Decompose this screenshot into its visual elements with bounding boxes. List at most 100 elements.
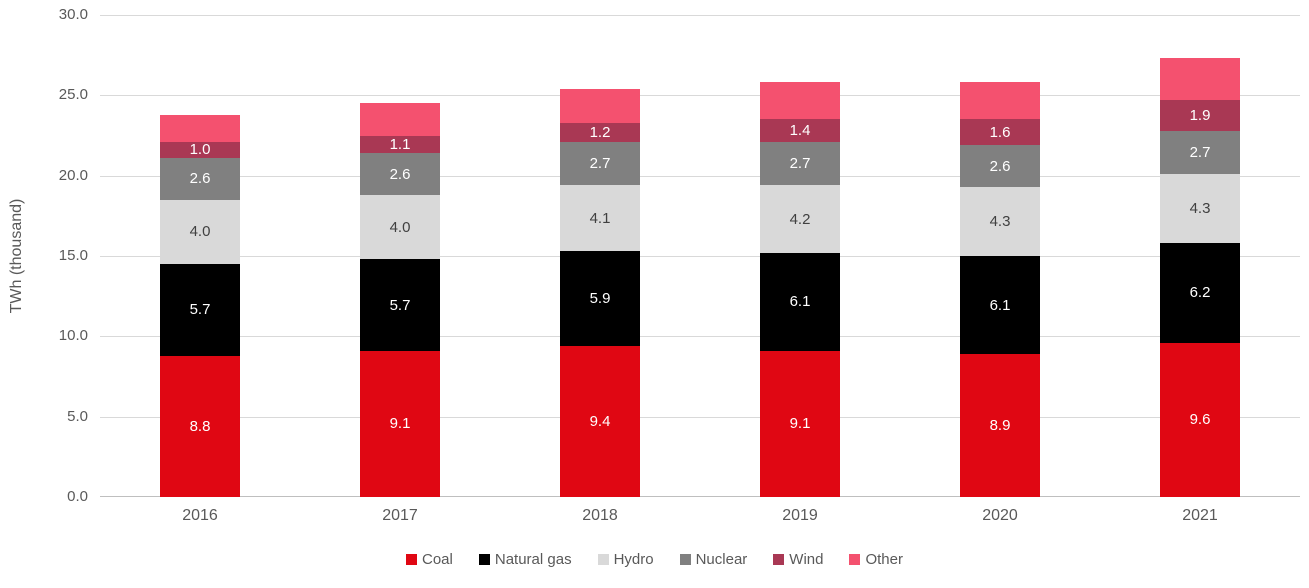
gridline [100,256,1300,257]
bar-segment-wind-2021: 1.9 [1160,100,1240,131]
data-label: 2.7 [1189,143,1211,161]
bar-segment-coal-2018: 9.4 [560,345,640,497]
legend-item-other: Other [849,551,903,568]
data-label: 4.2 [789,210,811,228]
bar-column-2016: 8.8 5.7 4.0 2.6 1.0 [160,15,240,497]
bar-segment-hydro-2018: 4.1 [560,185,640,252]
data-label: 2.7 [789,155,811,173]
data-label: 6.1 [989,296,1011,314]
data-label: 5.7 [189,301,211,319]
bar-segment-other-2021 [1160,58,1240,101]
legend-label: Wind [789,551,824,568]
bar-segment-hydro-2016: 4.0 [160,199,240,265]
y-tick-label: 15.0 [58,247,88,264]
legend-label: Other [865,551,903,568]
data-label: 6.2 [1189,284,1211,302]
bar-segment-natural-gas-2017: 5.7 [360,259,440,351]
bar-segment-hydro-2019: 4.2 [760,185,840,253]
data-label: 5.9 [589,290,611,308]
bar-segment-other-2018 [560,88,640,123]
plot-area: 8.8 5.7 4.0 2.6 1.0 9.1 5.7 4.0 2.6 1.1 9.4 5.9 4.1 2… [100,15,1300,497]
data-label: 2.6 [989,157,1011,175]
data-label: 5.7 [389,296,411,314]
bar-segment-nuclear-2020: 2.6 [960,145,1040,187]
bar-segment-nuclear-2019: 2.7 [760,141,840,186]
bar-segment-hydro-2020: 4.3 [960,186,1040,256]
bar-segment-nuclear-2018: 2.7 [560,141,640,186]
bar-segment-nuclear-2016: 2.6 [160,158,240,200]
bar-segment-wind-2017: 1.1 [360,135,440,154]
legend-swatch-nuclear [679,554,691,565]
data-label: 9.1 [389,415,411,433]
legend-item-nuclear: Nuclear [679,551,747,568]
data-label: 4.0 [189,223,211,241]
bar-segment-hydro-2017: 4.0 [360,194,440,260]
bar-segment-natural-gas-2021: 6.2 [1160,243,1240,343]
data-label: 9.1 [789,415,811,433]
x-tick-label-2019: 2019 [782,507,818,524]
data-label: 9.4 [589,412,611,430]
data-label: 2.6 [189,170,211,188]
y-tick-label: 10.0 [58,327,88,345]
data-label: 2.7 [589,155,611,173]
legend-item-wind: Wind [773,551,823,568]
bar-segment-natural-gas-2019: 6.1 [760,252,840,351]
bar-segment-wind-2016: 1.0 [160,141,240,159]
bar-segment-natural-gas-2016: 5.7 [160,264,240,356]
bar-segment-nuclear-2017: 2.6 [360,153,440,195]
gridline [100,336,1300,338]
x-tick-label-2017: 2017 [382,507,418,524]
x-tick-label-2018: 2018 [582,507,618,524]
data-label: 6.1 [789,293,811,311]
data-label: 4.1 [589,209,611,227]
y-axis-tick-labels: 0.0 5.0 10.0 15.0 20.0 25.0 30.0 [0,0,88,588]
legend-item-hydro: Hydro [597,551,654,568]
data-label: 1.4 [789,122,811,140]
legend-label: Natural gas [494,551,572,568]
bar-segment-coal-2020: 8.9 [960,354,1040,497]
data-label: 1.1 [389,135,411,153]
legend-swatch-hydro [597,554,609,565]
bar-column-2021: 9.6 6.2 4.3 2.7 1.9 [1160,15,1240,497]
bar-segment-natural-gas-2020: 6.1 [960,256,1040,355]
bar-column-2018: 9.4 5.9 4.1 2.7 1.2 [560,15,640,497]
bar-segment-other-2016 [160,114,240,142]
x-axis-baseline [100,496,1300,497]
y-tick-label: 5.0 [67,407,88,425]
bar-column-2019: 9.1 6.1 4.2 2.7 1.4 [760,15,840,497]
data-label: 4.0 [389,218,411,236]
legend-swatch-natural-gas [478,554,490,565]
bar-segment-other-2017 [360,103,440,136]
x-axis-tick-labels: 2016 2017 2018 2019 2020 2021 [100,507,1300,529]
bar-segment-wind-2018: 1.2 [560,122,640,142]
data-label: 4.3 [989,212,1011,230]
x-tick-label-2020: 2020 [982,507,1018,524]
gridline [100,175,1300,177]
legend-label: Hydro [613,551,654,568]
legend-swatch-coal [406,554,417,565]
bar-column-2017: 9.1 5.7 4.0 2.6 1.1 [360,15,440,497]
legend-swatch-other [849,554,861,565]
y-tick-label: 0.0 [67,488,88,505]
bar-segment-coal-2019: 9.1 [760,350,840,497]
data-label: 4.3 [1189,200,1211,218]
bar-segment-natural-gas-2018: 5.9 [560,251,640,346]
data-label: 1.9 [1189,106,1211,124]
bar-segment-other-2019 [760,82,840,120]
data-label: 8.9 [989,417,1011,434]
gridline [100,416,1300,418]
data-label: 1.0 [189,141,211,159]
data-label: 9.6 [1189,411,1211,429]
bar-column-2020: 8.9 6.1 4.3 2.6 1.6 [960,15,1040,497]
data-label: 8.8 [189,417,211,435]
data-label: 1.2 [589,123,611,141]
legend-swatch-wind [773,554,785,565]
data-label: 1.6 [989,123,1011,141]
bar-segment-hydro-2021: 4.3 [1160,174,1240,244]
bar-segment-wind-2019: 1.4 [760,119,840,142]
x-tick-label-2016: 2016 [182,507,218,524]
x-tick-label-2021: 2021 [1182,507,1218,524]
bar-segment-nuclear-2021: 2.7 [1160,130,1240,175]
y-tick-label: 25.0 [58,86,88,104]
